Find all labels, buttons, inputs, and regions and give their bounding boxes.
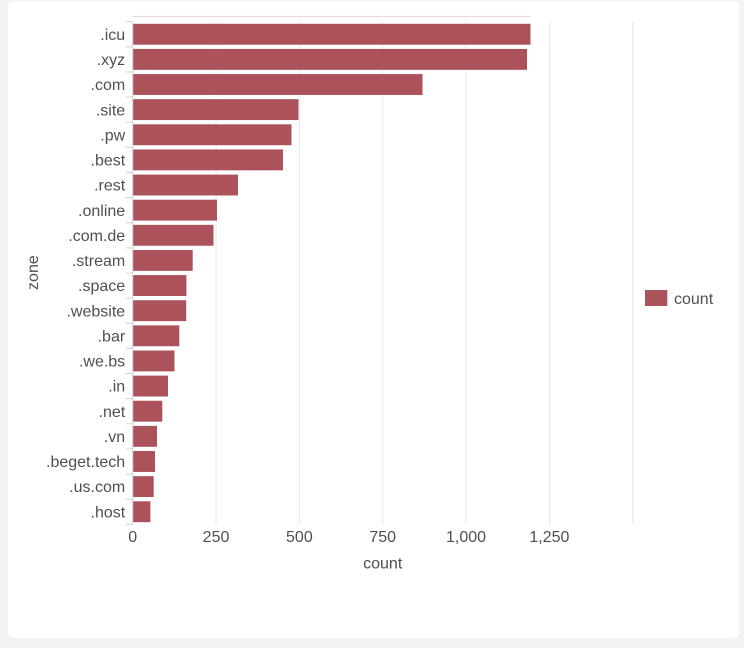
svg-text:.space: .space — [78, 278, 125, 295]
svg-text:.site: .site — [96, 102, 125, 119]
svg-text:.vn: .vn — [104, 429, 125, 446]
svg-text:1,000: 1,000 — [446, 529, 486, 546]
svg-text:zone: zone — [25, 255, 42, 290]
svg-text:750: 750 — [369, 529, 396, 546]
svg-text:1,250: 1,250 — [529, 529, 569, 546]
svg-text:.in: .in — [108, 379, 125, 396]
svg-text:.bar: .bar — [98, 328, 126, 345]
svg-text:250: 250 — [203, 529, 230, 546]
svg-text:.website: .website — [66, 303, 125, 320]
svg-text:.online: .online — [78, 203, 125, 220]
svg-text:.xyz: .xyz — [97, 52, 125, 69]
svg-text:.com: .com — [91, 77, 126, 94]
svg-text:.best: .best — [91, 153, 126, 170]
svg-text:.host: .host — [91, 504, 126, 521]
svg-text:.net: .net — [99, 404, 126, 421]
svg-text:.beget.tech: .beget.tech — [46, 454, 125, 471]
svg-text:.us.com: .us.com — [69, 479, 125, 496]
svg-text:0: 0 — [128, 529, 137, 546]
svg-text:.com.de: .com.de — [68, 228, 125, 245]
svg-text:count: count — [674, 291, 714, 308]
svg-text:.we.bs: .we.bs — [79, 354, 125, 371]
svg-text:.stream: .stream — [72, 253, 125, 270]
svg-text:.icu: .icu — [100, 27, 125, 44]
svg-text:.pw: .pw — [100, 127, 125, 144]
svg-text:.rest: .rest — [94, 178, 126, 195]
svg-text:500: 500 — [286, 529, 313, 546]
svg-text:count: count — [363, 556, 403, 573]
